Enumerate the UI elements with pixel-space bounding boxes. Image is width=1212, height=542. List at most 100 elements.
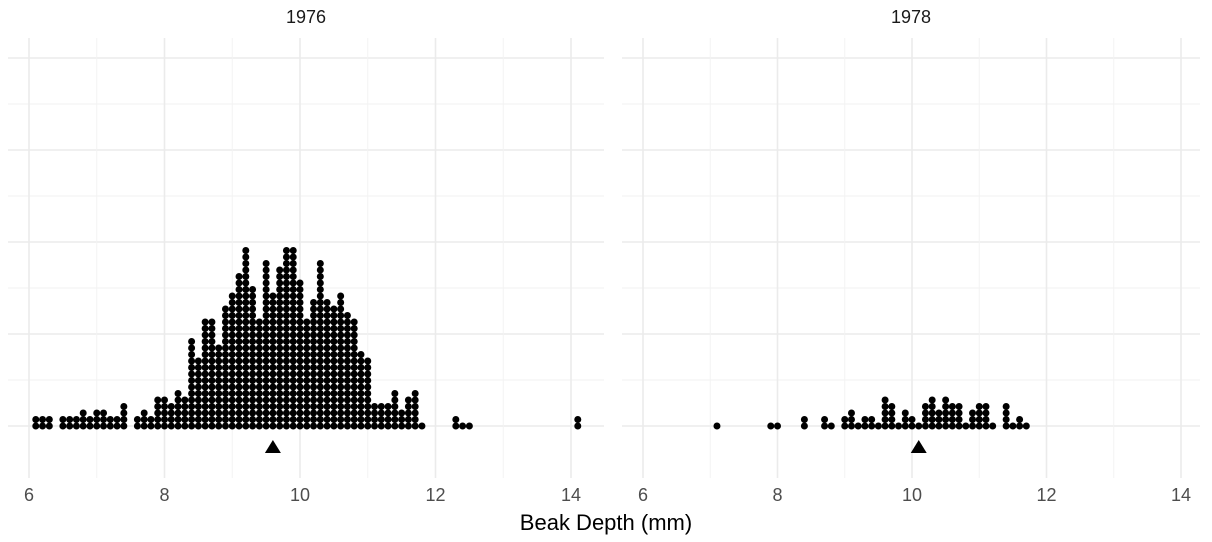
data-dot: [982, 422, 990, 430]
data-dot: [411, 396, 419, 404]
data-dot: [323, 422, 331, 430]
data-dot: [364, 396, 372, 404]
data-dot: [188, 416, 196, 423]
data-dot: [167, 416, 175, 423]
data-dot: [337, 325, 345, 332]
data-dot: [323, 312, 331, 319]
data-dot: [289, 312, 297, 319]
data-dot: [242, 325, 250, 332]
data-dot: [276, 416, 284, 423]
data-dot: [928, 396, 936, 404]
data-dot: [255, 331, 263, 339]
data-dot: [269, 403, 277, 410]
data-dot: [72, 416, 80, 423]
data-dot: [915, 422, 923, 430]
data-dot: [310, 396, 318, 404]
data-dot: [357, 370, 365, 378]
data-dot: [215, 364, 223, 371]
data-dot: [242, 357, 250, 365]
data-dot: [215, 351, 223, 358]
data-dot: [221, 338, 229, 345]
x-tick-label: 12: [1036, 485, 1056, 505]
data-dot: [323, 305, 331, 313]
data-dot: [371, 422, 379, 430]
data-dot: [861, 416, 869, 423]
data-dot: [276, 409, 284, 417]
data-dot: [282, 338, 290, 345]
data-dot: [310, 364, 318, 371]
data-dot: [908, 416, 916, 423]
data-dot: [337, 377, 345, 384]
data-dot: [154, 403, 162, 410]
data-dot: [154, 422, 162, 430]
data-dot: [350, 409, 358, 417]
data-dot: [235, 312, 243, 319]
data-dot: [201, 351, 209, 358]
data-dot: [255, 377, 263, 384]
data-dot: [350, 351, 358, 358]
data-dot: [262, 351, 270, 358]
data-dot: [841, 422, 849, 430]
data-dot: [201, 357, 209, 365]
data-dot: [194, 416, 202, 423]
data-dot: [888, 416, 896, 423]
data-dot: [282, 260, 290, 267]
data-dot: [188, 396, 196, 404]
data-dot: [337, 409, 345, 417]
data-dot: [975, 416, 983, 423]
data-dot: [350, 318, 358, 326]
data-dot: [235, 416, 243, 423]
data-dot: [289, 279, 297, 287]
data-dot: [901, 416, 909, 423]
data-dot: [269, 357, 277, 365]
data-dot: [133, 416, 141, 423]
data-dot: [228, 383, 236, 391]
data-dot: [255, 357, 263, 365]
data-dot: [201, 364, 209, 371]
data-dot: [269, 299, 277, 306]
data-dot: [303, 325, 311, 332]
data-dot: [249, 422, 257, 430]
data-dot: [303, 377, 311, 384]
data-dot: [282, 273, 290, 280]
data-dot: [1002, 416, 1010, 423]
data-dot: [208, 377, 216, 384]
data-dot: [45, 416, 53, 423]
data-dot: [262, 377, 270, 384]
data-dot: [228, 318, 236, 326]
data-dot: [942, 396, 950, 404]
data-dot: [201, 318, 209, 326]
data-dot: [303, 403, 311, 410]
data-dot: [316, 351, 324, 358]
data-dot: [262, 286, 270, 293]
data-dot: [337, 312, 345, 319]
data-dot: [377, 403, 385, 410]
data-dot: [357, 377, 365, 384]
data-dot: [235, 351, 243, 358]
data-dot: [343, 422, 351, 430]
data-dot: [262, 364, 270, 371]
data-dot: [343, 370, 351, 378]
data-dot: [249, 344, 257, 352]
mean-marker-triangle: [264, 440, 281, 453]
data-dot: [194, 403, 202, 410]
data-dot: [908, 422, 916, 430]
data-dot: [391, 422, 399, 430]
data-dot: [330, 305, 338, 313]
data-dot: [242, 266, 250, 274]
data-dot: [39, 416, 47, 423]
data-dot: [269, 331, 277, 339]
data-dot: [147, 416, 155, 423]
data-dot: [289, 299, 297, 306]
data-dot: [289, 247, 297, 254]
data-dot: [161, 396, 168, 404]
data-dot: [343, 390, 351, 397]
data-dot: [975, 403, 983, 410]
data-dot: [364, 383, 372, 391]
data-dot: [310, 299, 318, 306]
data-dot: [343, 325, 351, 332]
data-dot: [289, 377, 297, 384]
data-dot: [330, 318, 338, 326]
data-dot: [418, 422, 426, 430]
data-dot: [269, 377, 277, 384]
